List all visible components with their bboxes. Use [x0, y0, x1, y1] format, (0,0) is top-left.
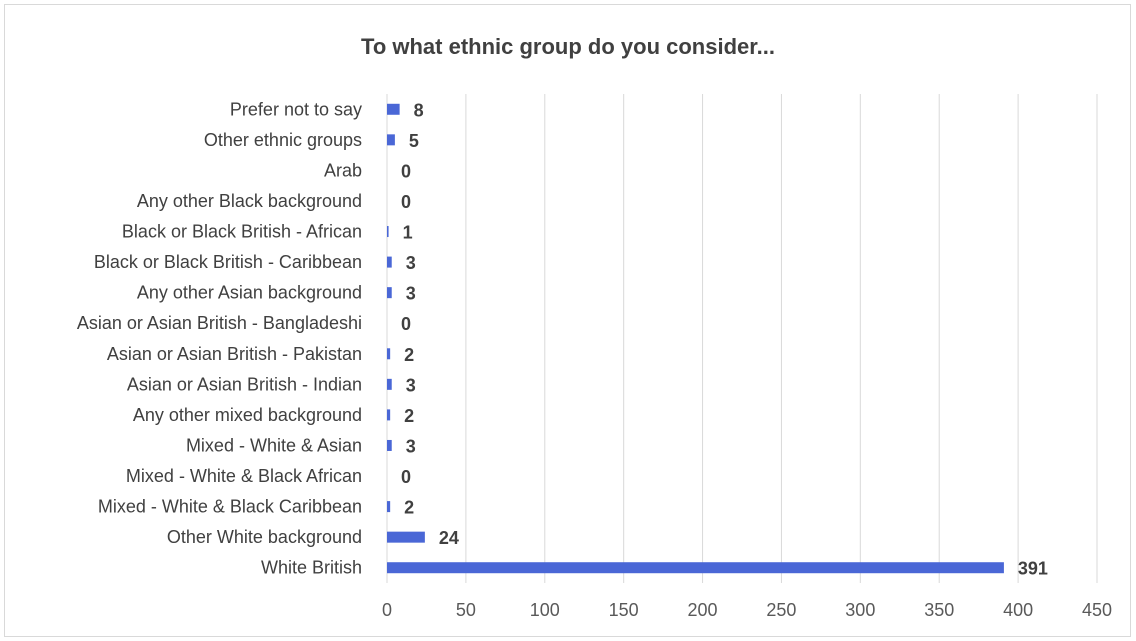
bar [387, 287, 392, 299]
data-label: 0 [401, 314, 411, 334]
data-label: 2 [404, 345, 414, 365]
category-label: Asian or Asian British - Bangladeshi [77, 313, 362, 333]
data-label: 3 [406, 284, 416, 304]
data-label: 3 [406, 253, 416, 273]
data-label: 2 [404, 406, 414, 426]
bar [387, 226, 389, 238]
data-label: 0 [401, 192, 411, 212]
data-label: 24 [439, 528, 459, 548]
bar [387, 562, 1004, 574]
data-label: 3 [406, 375, 416, 395]
bar [387, 103, 400, 115]
data-label: 2 [404, 498, 414, 518]
bar [387, 501, 391, 513]
category-label: Other ethnic groups [204, 130, 362, 150]
data-label: 0 [401, 467, 411, 487]
x-tick-label: 250 [766, 600, 796, 620]
data-label: 0 [401, 161, 411, 181]
category-label: Black or Black British - Caribbean [94, 252, 362, 272]
category-label: Arab [324, 160, 362, 180]
x-tick-label: 200 [688, 600, 718, 620]
chart-frame [4, 4, 1131, 637]
x-tick-label: 100 [530, 600, 560, 620]
x-tick-label: 300 [845, 600, 875, 620]
category-label: Mixed - White & Asian [186, 435, 362, 455]
data-label: 8 [414, 100, 424, 120]
category-label: Any other Asian background [137, 283, 362, 303]
x-tick-label: 150 [609, 600, 639, 620]
category-label: White British [261, 558, 362, 578]
bar [387, 134, 395, 146]
bar [387, 348, 391, 360]
category-label: Any other mixed background [133, 405, 362, 425]
x-tick-label: 50 [456, 600, 476, 620]
category-label: Asian or Asian British - Pakistan [107, 344, 362, 364]
category-label: Mixed - White & Black Caribbean [98, 497, 362, 517]
x-tick-label: 450 [1082, 600, 1112, 620]
x-tick-label: 0 [382, 600, 392, 620]
x-tick-label: 400 [1003, 600, 1033, 620]
category-label: Prefer not to say [230, 99, 362, 119]
category-label: Mixed - White & Black African [126, 466, 362, 486]
category-label: Other White background [167, 527, 362, 547]
bar [387, 439, 392, 451]
bar [387, 409, 391, 421]
bar [387, 378, 392, 390]
x-tick-label: 350 [924, 600, 954, 620]
chart-title: To what ethnic group do you consider... [361, 34, 775, 59]
data-label: 1 [403, 223, 413, 243]
category-label: Black or Black British - African [122, 222, 362, 242]
data-label: 5 [409, 131, 419, 151]
data-label: 3 [406, 436, 416, 456]
category-label: Asian or Asian British - Indian [127, 374, 362, 394]
bar [387, 256, 392, 268]
category-label: Any other Black background [137, 191, 362, 211]
bar [387, 531, 425, 543]
data-label: 391 [1018, 559, 1048, 579]
